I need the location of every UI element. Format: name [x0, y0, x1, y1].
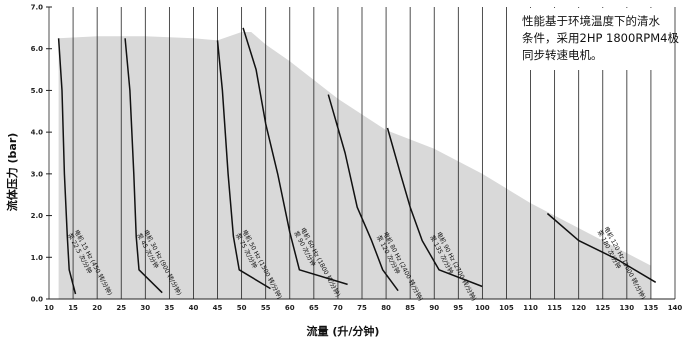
y-tick-label: 1.0 — [31, 254, 44, 262]
x-tick-label: 40 — [189, 304, 199, 312]
x-tick-label: 75 — [357, 304, 367, 312]
x-tick-label: 50 — [237, 304, 247, 312]
performance-curve-7 — [546, 212, 657, 283]
y-tick-label: 4.0 — [31, 129, 44, 137]
annotation-line-2: 条件，采用2HP 1800RPM4极 — [522, 31, 679, 45]
y-tick-label: 7.0 — [31, 4, 44, 12]
x-tick-label: 105 — [499, 304, 514, 312]
x-tick-label: 125 — [595, 304, 610, 312]
x-tick-label: 15 — [68, 304, 78, 312]
performance-curve-4 — [242, 27, 348, 286]
x-tick-label: 95 — [453, 304, 463, 312]
y-tick-label: 5.0 — [31, 87, 44, 95]
performance-curve-1 — [57, 38, 77, 295]
x-tick-label: 45 — [213, 304, 223, 312]
x-tick-label: 10 — [44, 304, 54, 312]
x-tick-label: 100 — [475, 304, 490, 312]
x-tick-label: 80 — [381, 304, 391, 312]
performance-curve-2 — [124, 38, 163, 294]
y-tick-label: 0.0 — [31, 296, 44, 304]
x-tick-label: 110 — [523, 304, 538, 312]
x-tick-label: 35 — [165, 304, 175, 312]
x-tick-label: 25 — [116, 304, 126, 312]
x-tick-label: 135 — [644, 304, 659, 312]
y-axis-title: 流体压力 (bar) — [5, 133, 19, 212]
x-tick-label: 70 — [333, 304, 343, 312]
annotation-line-3: 同步转速电机。 — [522, 48, 603, 62]
performance-curve-5 — [327, 94, 399, 292]
performance-curve-3 — [216, 40, 271, 290]
x-axis-title: 流量 (升/分钟) — [307, 324, 380, 338]
annotation-line-1: 性能基于环境温度下的清水 — [522, 14, 660, 28]
x-tick-label: 120 — [571, 304, 586, 312]
performance-curve-6 — [386, 127, 483, 288]
operating-envelope — [58, 32, 651, 299]
x-tick-label: 60 — [285, 304, 295, 312]
x-tick-label: 140 — [668, 304, 683, 312]
x-tick-label: 130 — [620, 304, 635, 312]
annotation-box — [515, 8, 667, 70]
x-tick-label: 20 — [92, 304, 102, 312]
x-tick-label: 85 — [405, 304, 415, 312]
y-tick-label: 2.0 — [31, 212, 44, 220]
x-tick-label: 30 — [140, 304, 150, 312]
x-tick-label: 65 — [309, 304, 319, 312]
x-tick-label: 90 — [429, 304, 439, 312]
y-tick-label: 6.0 — [31, 45, 44, 53]
x-tick-label: 115 — [547, 304, 562, 312]
x-tick-label: 55 — [261, 304, 271, 312]
y-tick-label: 3.0 — [31, 170, 44, 178]
